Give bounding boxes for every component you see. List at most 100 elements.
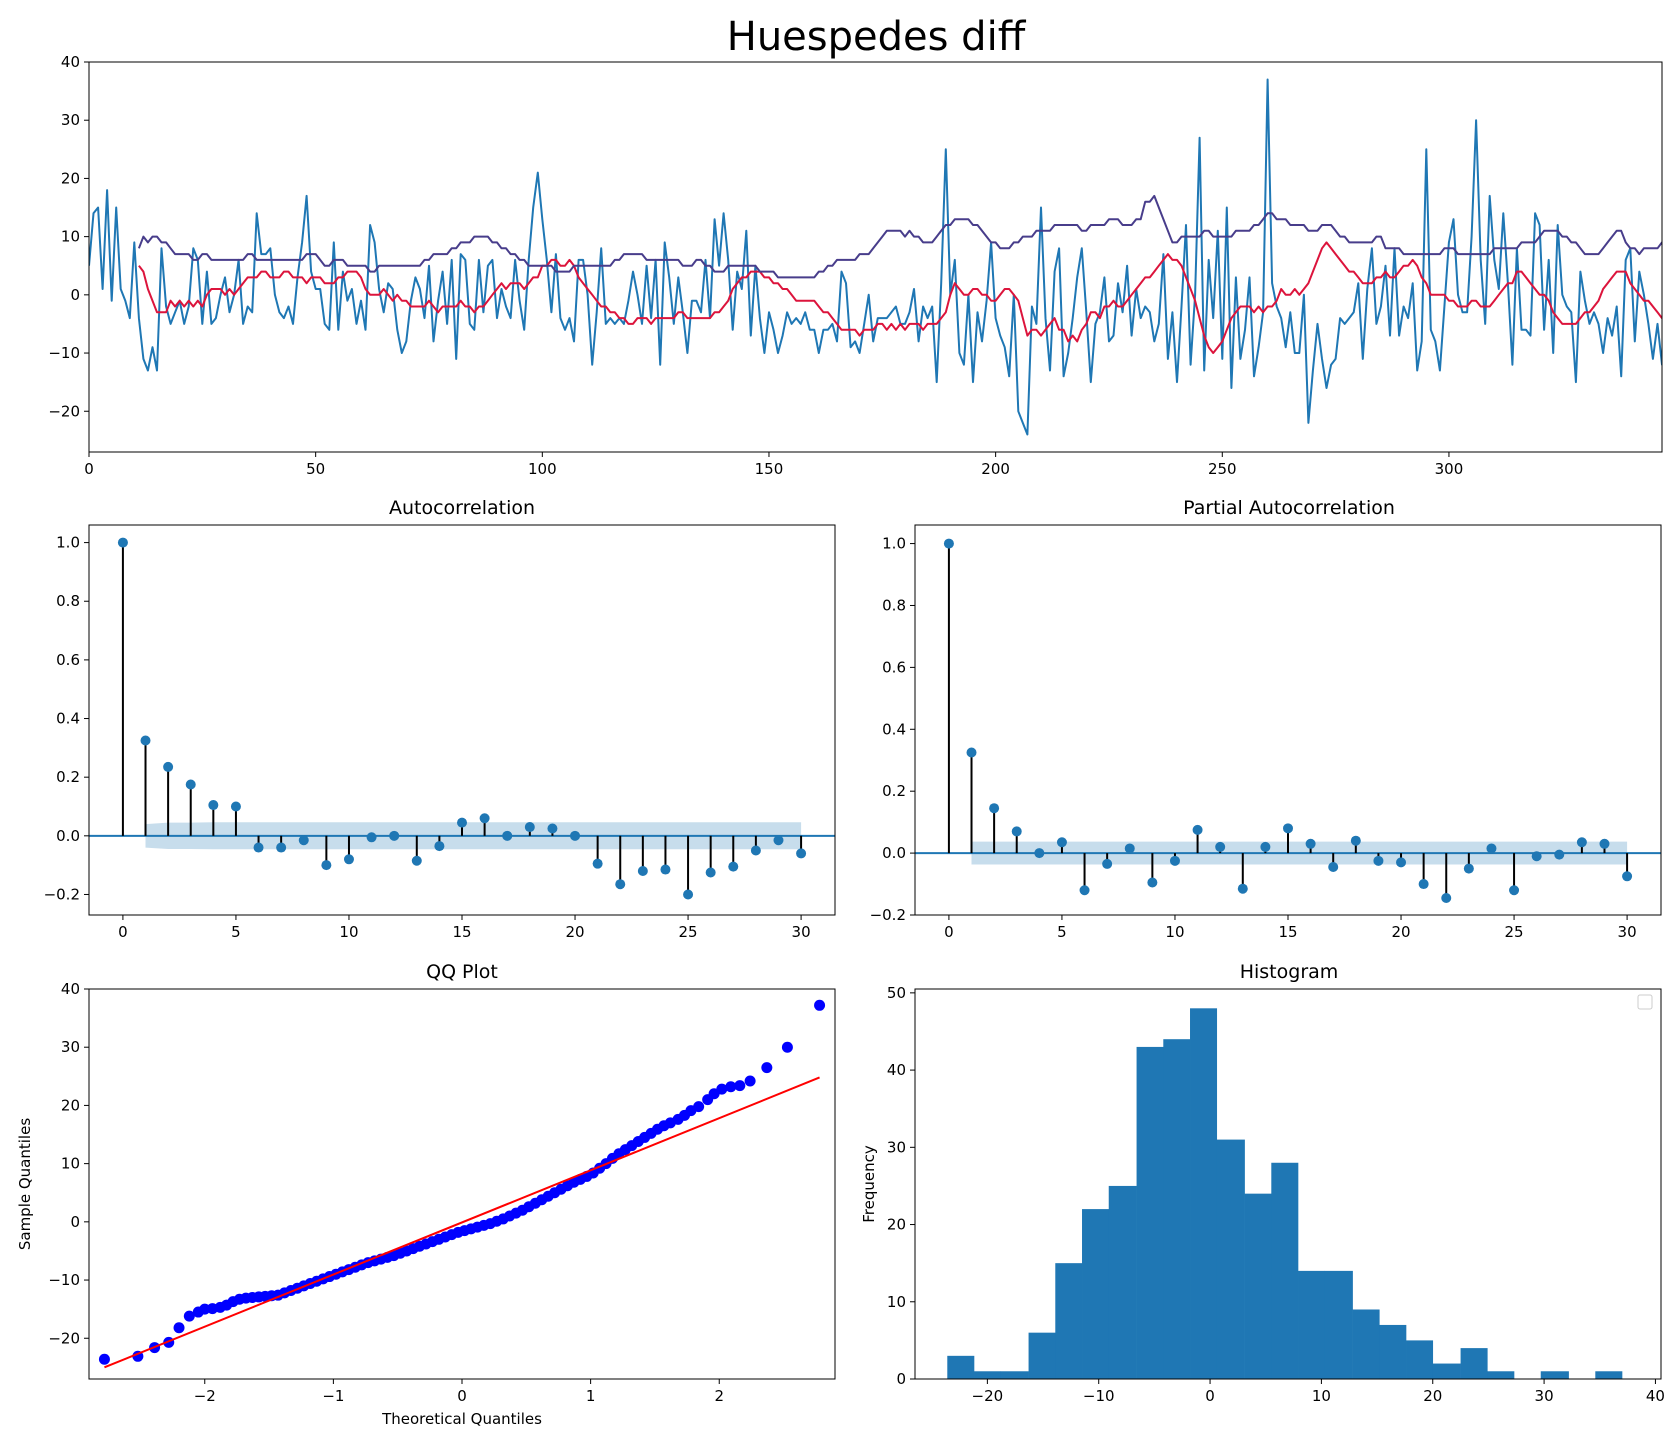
hist-ytick-label: 30 [887,1138,906,1156]
hist-ytick-label: 0 [896,1370,906,1388]
acf-xtick-label: 30 [792,923,811,941]
hist-ytick-label: 10 [887,1293,906,1311]
acf-point [796,848,807,859]
pacf-xtick-label: 10 [1165,923,1184,941]
ts-ytick-label: −20 [48,402,80,420]
acf-point [457,817,467,828]
pacf-point [1305,838,1316,849]
qq-xtick-label: −1 [322,1387,344,1405]
pacf-point [1215,841,1226,852]
autocorrelation-plot: Autocorrelation 0 5 10 15 20 25 30 −0.2 0.0 0.2 0.… [44,497,836,941]
qq-point [744,1075,756,1087]
pacf-point [1328,862,1339,873]
qq-point [716,1083,728,1095]
acf-xtick-label: 0 [118,923,128,941]
acf-xtick-label: 20 [565,923,584,941]
acf-point [117,537,128,548]
ts-xtick-label: 150 [755,460,784,478]
pacf-xtick-label: 5 [1057,923,1067,941]
acf-point [253,842,264,853]
pacf-point [1124,843,1135,854]
pacf-point [1260,841,1271,852]
pacf-ytick-label: 0.2 [882,782,906,800]
pacf-point [943,538,954,549]
acf-xtick-label: 15 [452,923,471,941]
acf-point [705,867,716,878]
pacf-xtick-label: 20 [1391,923,1410,941]
acf-point [321,860,332,871]
pacf-point [1599,838,1610,849]
hist-bar [1432,1363,1461,1379]
hist-bar [1271,1162,1299,1379]
hist-bar [1190,1008,1218,1379]
hist-bar [1000,1371,1029,1379]
ts-series-line-1 [138,241,1662,354]
hist-bar [1487,1371,1515,1379]
hist-bar [974,1371,1002,1379]
hist-bar [1163,1039,1191,1379]
acf-point [524,822,535,833]
acf-point [773,835,784,846]
pacf-xtick-label: 30 [1618,923,1637,941]
hist-bar [1352,1309,1380,1379]
pacf-point [1373,855,1384,866]
pacf-xtick-label: 25 [1505,923,1524,941]
acf-point [592,858,603,869]
pacf-point [989,803,1000,814]
hist-bar [947,1355,975,1379]
ts-ytick-label: 30 [61,111,80,129]
acf-point [637,866,648,877]
qq-xlabel: Theoretical Quantiles [381,1410,542,1428]
qq-point [98,1353,110,1365]
ts-ytick-label: 10 [61,228,80,246]
hist-bar [1028,1332,1056,1379]
suptitle: Huespedes diff [727,14,1027,60]
qq-xtick-label: 1 [586,1387,596,1405]
pacf-point [1486,843,1497,854]
qq-xtick-label: 2 [714,1387,724,1405]
hist-ytick-label: 50 [887,984,906,1002]
ts-ytick-label: −10 [48,344,80,362]
hist-bar [1540,1371,1569,1379]
qq-point [173,1322,185,1334]
acf-point [570,830,581,841]
pacf-ytick-label: 0.8 [882,596,906,614]
pacf-point [1011,826,1022,837]
pacf-point [966,747,977,758]
acf-title: Autocorrelation [389,497,535,519]
pacf-point [1169,855,1180,866]
hist-bar [1244,1193,1272,1379]
hist-xtick-label: 30 [1535,1387,1554,1405]
pacf-ytick-label: 0.0 [882,844,906,862]
pacf-point [1283,823,1293,834]
ts-xtick-label: 300 [1435,460,1464,478]
qq-point [183,1310,195,1322]
pacf-point [1554,849,1565,860]
ts-ytick-label: 20 [61,169,80,187]
acf-point [230,801,241,812]
pacf-point [1350,835,1361,846]
ts-xtick-label: 100 [528,460,557,478]
hist-bar [1216,1139,1245,1379]
ts-series-line-2 [137,194,1662,279]
pacf-point [1056,837,1067,848]
ts-xtick-label: 200 [981,460,1010,478]
pacf-ytick-label: 1.0 [882,535,906,553]
acf-point [660,864,671,875]
ts-series-line-0 [89,78,1662,436]
pacf-xtick-label: 0 [944,923,954,941]
hist-title: Histogram [1240,961,1339,983]
pacf-point [1418,879,1429,890]
qq-title: QQ Plot [426,961,498,983]
pacf-xtick-label: 15 [1278,923,1297,941]
hist-bar [1379,1324,1407,1379]
acf-xtick-label: 5 [231,923,241,941]
qq-xtick-label: 0 [457,1387,467,1405]
pacf-point [1509,885,1520,896]
qq-point [761,1062,773,1074]
qq-ytick-label: 0 [70,1213,80,1231]
pacf-point [1237,883,1248,894]
acf-point [479,813,490,824]
acf-xtick-label: 25 [679,923,698,941]
